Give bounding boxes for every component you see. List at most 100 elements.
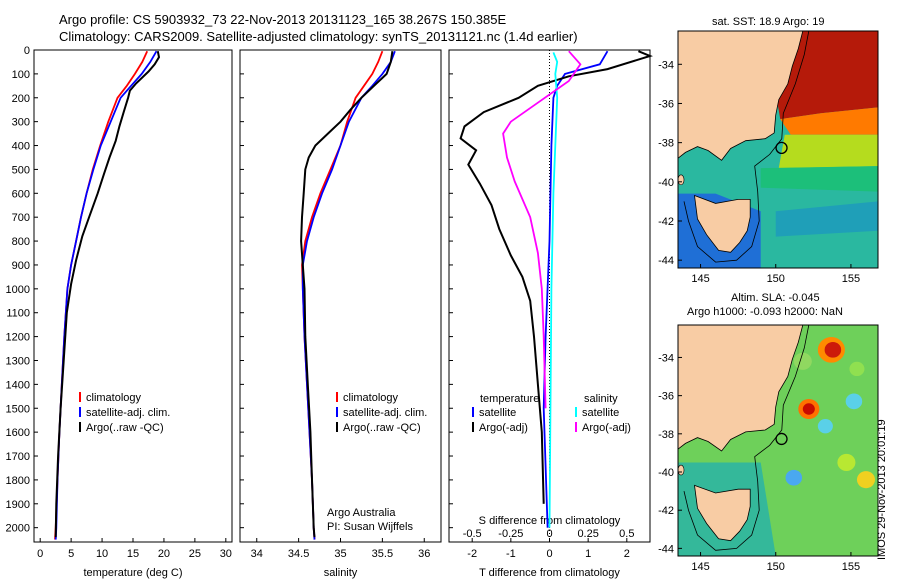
sla-map-title: Altim. SLA: -0.045	[731, 292, 820, 304]
depth-tick-label: 600	[12, 188, 30, 200]
sla-map-frame	[677, 324, 879, 557]
temperature-plot-frame	[33, 49, 233, 543]
sst-argo-position-marker	[775, 141, 788, 155]
sst-lat-tick-label: -34	[658, 59, 674, 71]
depth-tick-label: 900	[12, 260, 30, 272]
depth-tick-label: 1500	[6, 403, 30, 415]
sst-map-frame	[677, 30, 879, 269]
title-line-1: Argo profile: CS 5903932_73 22-Nov-2013 …	[59, 12, 507, 27]
sst-lat-tick-label: -36	[658, 98, 674, 110]
tasmania	[694, 484, 751, 542]
depth-tick-label: 1000	[6, 284, 30, 296]
temperature-legend-2-label: Argo(..raw -QC)	[86, 422, 164, 434]
salinity-difference-tick-label: 0.25	[577, 528, 598, 540]
difference-axis-tick-label: 2	[624, 548, 630, 560]
temperature-axis-tick-label: 10	[96, 548, 108, 560]
difference-series-0	[542, 50, 609, 528]
salinity-series-0	[301, 50, 384, 540]
depth-tick-label: 0	[24, 45, 30, 57]
salinity-plot-frame	[239, 49, 442, 543]
sst-lat-tick-label: -42	[658, 216, 674, 228]
sla-lat-tick-label: -44	[658, 543, 674, 555]
sla-lon-tick-label: 155	[842, 561, 860, 573]
temperature-series-2	[54, 51, 161, 538]
salinity-legend-2-label: Argo(..raw -QC)	[343, 422, 421, 434]
depth-tick-label: 1900	[6, 499, 30, 511]
sla-map-subtitle: Argo h1000: -0.093 h2000: NaN	[687, 306, 843, 318]
sla-lat-tick-label: -40	[658, 467, 674, 479]
sla-anomaly-blob	[856, 471, 875, 489]
sla-bathymetry-contour	[683, 325, 810, 551]
sla-anomaly-blob	[849, 361, 865, 377]
depth-tick-label: 1200	[6, 332, 30, 344]
sla-anomaly-blob	[793, 352, 812, 370]
difference-axis-tick-label: -1	[506, 548, 516, 560]
temperature-axis-tick-label: 30	[220, 548, 232, 560]
sst-map-area	[677, 30, 879, 269]
temperature-axis-tick-label: 5	[68, 548, 74, 560]
salinity-series-1	[301, 50, 396, 540]
difference-legend-s-satellite-label: satellite	[582, 407, 619, 419]
depth-tick-label: 500	[12, 164, 30, 176]
temperature-axis-tick-label: 0	[37, 548, 43, 560]
difference-axis-tick-label: 1	[585, 548, 591, 560]
temperature-legend-0-label: climatology	[86, 392, 142, 404]
depth-tick-label: 1100	[6, 308, 30, 320]
sla-anomaly-blob	[802, 403, 815, 415]
salinity-axis-tick-label: 35.5	[372, 548, 393, 560]
depth-tick-label: 1800	[6, 475, 30, 487]
sst-yellow-band	[778, 134, 878, 169]
depth-tick-label: 1600	[6, 427, 30, 439]
difference-series-3	[502, 50, 582, 409]
difference-series-1	[459, 50, 653, 504]
salinity-axis-tick-label: 34	[251, 548, 263, 560]
salinity-axis-tick-label: 36	[418, 548, 430, 560]
difference-legend-salinity-header: salinity	[584, 393, 618, 405]
sst-lat-tick-label: -40	[658, 177, 674, 189]
sst-bathymetry-contour	[683, 31, 810, 263]
tasmania	[694, 194, 751, 253]
depth-tick-label: 1300	[6, 355, 30, 367]
depth-tick-label: 2000	[6, 523, 30, 535]
sla-lon-tick-label: 145	[691, 561, 709, 573]
difference-legend-t-argo-label: Argo(-adj)	[479, 422, 528, 434]
depth-tick-label: 1400	[6, 379, 30, 391]
mainland-australia	[678, 325, 804, 452]
difference-legend-temperature-header: temperature	[480, 393, 539, 405]
temperature-xlabel: temperature (deg C)	[83, 567, 182, 579]
salinity-series-2	[300, 51, 394, 538]
sla-anomaly-blob	[824, 341, 842, 358]
sla-lat-tick-label: -36	[658, 391, 674, 403]
salinity-annotation-line-1: Argo Australia	[327, 507, 396, 519]
depth-tick-label: 100	[12, 69, 30, 81]
temperature-axis-tick-label: 25	[189, 548, 201, 560]
temperature-axis-tick-label: 20	[158, 548, 170, 560]
sla-lat-tick-label: -38	[658, 429, 674, 441]
title-line-2: Climatology: CARS2009. Satellite-adjuste…	[59, 29, 578, 44]
sla-anomaly-blob	[817, 419, 833, 434]
sla-anomaly-blob	[845, 393, 863, 410]
difference-legend-s-argo-label: Argo(-adj)	[582, 422, 631, 434]
king-island	[678, 174, 685, 186]
sst-lon-tick-label: 155	[842, 273, 860, 285]
salinity-difference-tick-label: 0	[546, 528, 552, 540]
salinity-xlabel: salinity	[324, 567, 358, 579]
sla-anomaly-blob	[837, 453, 856, 472]
salinity-axis-tick-label: 35	[334, 548, 346, 560]
temperature-legend-1-label: satellite-adj. clim.	[86, 407, 170, 419]
sla-lon-tick-label: 150	[767, 561, 785, 573]
depth-tick-label: 200	[12, 93, 30, 105]
sst-lat-tick-label: -44	[658, 255, 674, 267]
depth-tick-label: 1700	[6, 451, 30, 463]
sla-argo-position-marker	[775, 432, 788, 446]
sst-map-title: sat. SST: 18.9 Argo: 19	[712, 16, 825, 28]
salinity-difference-tick-label: 0.5	[619, 528, 634, 540]
depth-tick-label: 800	[12, 236, 30, 248]
sst-mid-region	[775, 201, 878, 237]
sla-lat-tick-label: -34	[658, 352, 674, 364]
depth-tick-label: 700	[12, 212, 30, 224]
sla-lat-tick-label: -42	[658, 505, 674, 517]
sla-anomaly-blob	[785, 469, 803, 486]
salinity-legend-0-label: climatology	[343, 392, 399, 404]
